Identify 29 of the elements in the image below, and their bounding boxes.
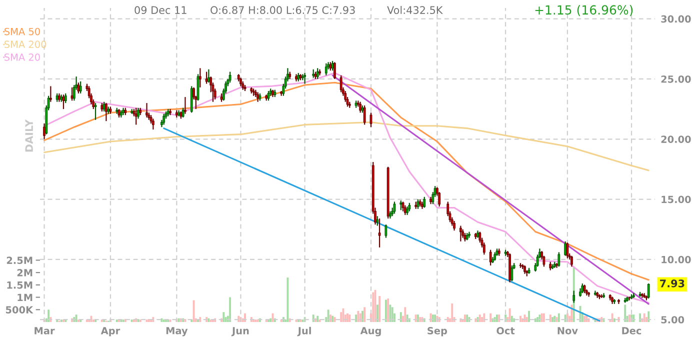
y2-tick-label: 1.5M (7, 282, 32, 289)
x-tick-label: Nov (558, 327, 578, 334)
y-tick-label: 30.00 (661, 15, 691, 23)
y-tick-label: 20.00 (661, 136, 691, 143)
x-tick-label: Apr (100, 327, 120, 336)
x-tick-label: May (166, 327, 188, 336)
legend-label: SMA 20 (4, 53, 40, 61)
y2-tick-label: 2M (17, 269, 32, 276)
annotation: 09 Dec 11 (134, 6, 186, 14)
y-tick-label: 25.00 (661, 75, 691, 83)
x-tick-label: Jun (231, 327, 249, 336)
annotation: +1.15 (16.96%) (535, 4, 633, 16)
y2-tick-label: 500K (6, 306, 34, 314)
annotation: O:6.87 H:8.00 L:6.75 C:7.93 (210, 6, 355, 14)
x-tick-label: Oct (496, 327, 515, 334)
x-tick-label: Dec (622, 327, 642, 334)
annotation: 7.93 (660, 279, 684, 288)
x-tick-label: Sep (428, 327, 448, 336)
legend-label: SMA 50 (4, 28, 40, 36)
y-tick-label: 15.00 (662, 196, 691, 204)
y-tick-label: 10.00 (662, 256, 691, 264)
x-tick-label: Mar (34, 327, 55, 334)
y2-tick-label: 1M (18, 294, 32, 301)
y-tick-label: 5.00 (661, 316, 684, 324)
x-tick-label: Aug (360, 327, 381, 336)
x-tick-label: Jul (297, 326, 311, 336)
legend-label: SMA 200 (4, 40, 46, 48)
y2-tick-label: 2.5M (6, 256, 32, 264)
annotation: Vol:432.5K (387, 6, 443, 14)
